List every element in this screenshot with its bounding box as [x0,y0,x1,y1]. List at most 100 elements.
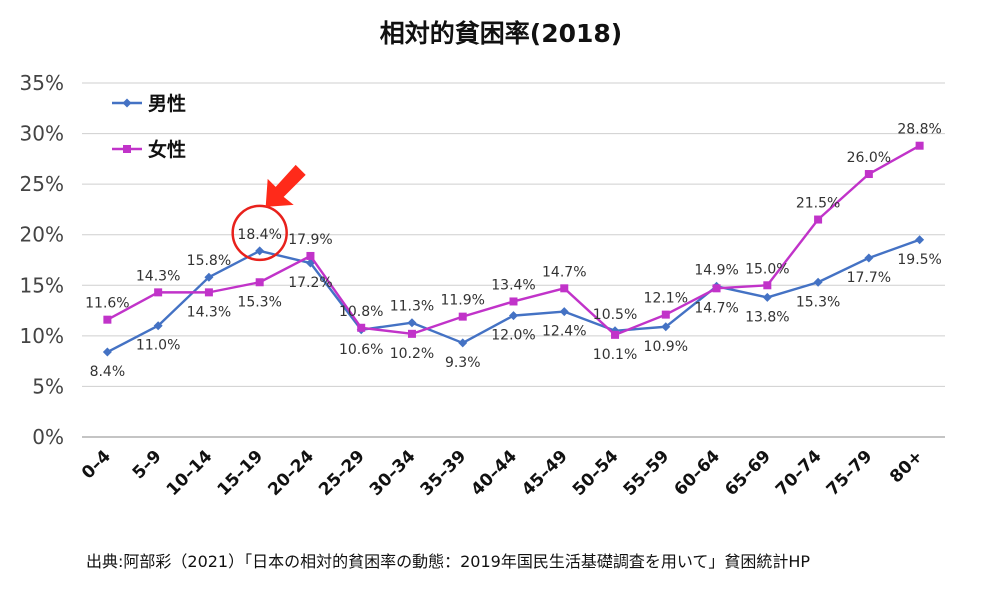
male-point [559,307,569,317]
female-point [763,281,772,290]
male-data-label: 17.7% [847,270,891,286]
chart-title: 相対的貧困率(2018) [379,19,623,48]
female-data-label: 14.3% [136,268,180,284]
highlight-circle [231,204,288,262]
male-data-label: 15.8% [187,253,231,269]
female-data-label: 28.8% [897,122,941,138]
female-data-label: 26.0% [847,150,891,166]
female-point [103,315,112,324]
gridlines [82,82,945,438]
male-data-label: 15.3% [796,294,840,310]
female-point [306,251,315,260]
y-tick-label: 35% [20,71,64,95]
female-point [357,323,366,332]
x-tick-label: 30–34 [366,446,420,500]
legend-female-label: 女性 [148,138,186,161]
male-point [255,246,265,256]
male-point [204,272,214,282]
x-tick-label: 40–44 [467,446,521,500]
legend-male-label: 男性 [148,92,186,115]
x-tick-label: 55–59 [620,446,674,500]
male-data-label: 19.5% [897,252,941,268]
male-point [102,347,112,357]
y-tick-label: 0% [32,425,64,449]
x-tick-label: 70–74 [772,446,826,500]
female-data-label: 10.8% [339,304,383,320]
male-point [509,311,518,321]
male-data-label: 11.0% [136,338,180,354]
female-data-label: 10.1% [593,347,637,363]
male-point [915,235,925,245]
y-tick-label: 15% [20,273,64,297]
female-point [611,330,620,339]
female-data-label: 14.7% [694,300,738,316]
female-data-label: 17.9% [288,232,332,248]
female-point [154,288,163,297]
female-point [864,170,873,179]
female-data-label: 12.1% [644,291,688,307]
female-data-label: 11.9% [440,293,484,309]
female-point [204,288,213,297]
female-data-label: 21.5% [796,196,840,212]
male-point [407,318,417,328]
y-tick-label: 5% [32,374,64,398]
female-data-label: 15.0% [745,261,789,277]
x-tick-label: 65–69 [721,446,775,500]
female-point [661,310,670,319]
legend-marker [123,145,131,153]
male-data-label: 18.4% [237,227,281,243]
female-point [255,278,264,287]
male-data-label: 9.3% [445,355,481,371]
x-tick-label: 50–54 [569,446,623,500]
female-point [509,297,518,306]
female-data-label: 15.3% [237,294,281,310]
female-data-label: 13.4% [491,277,535,293]
x-tick-label: 20–24 [264,446,318,500]
male-data-label: 12.4% [542,324,586,340]
female-point [458,312,467,321]
series-layer [102,141,925,357]
x-tick-label: 5–9 [129,446,166,483]
y-tick-label: 10% [20,324,64,348]
y-tick-label: 20% [20,223,64,247]
annotations [231,164,306,262]
female-data-label: 14.7% [542,264,586,280]
legend-marker [122,98,132,108]
male-data-label: 12.0% [491,328,535,344]
male-point [661,322,671,332]
male-point [762,292,772,302]
male-data-label: 13.8% [745,309,789,325]
highlight-arrow [265,164,306,207]
data-labels: 8.4% 11.6% 11.0% 14.3% 15.8% 14.3% 18.4% 15.3% 1… [85,122,942,380]
female-point [712,284,721,293]
male-point [153,321,163,331]
male-data-label: 11.3% [390,299,434,315]
x-tick-label: 0–4 [78,446,115,483]
x-tick-label: 45–49 [518,446,572,500]
female-point [560,284,569,293]
female-point [915,141,924,150]
male-data-label: 10.6% [339,342,383,358]
x-tick-label: 25–29 [315,446,369,500]
male-data-label: 10.9% [644,339,688,355]
male-point [813,277,823,287]
y-tick-label: 25% [20,172,64,196]
male-data-label: 8.4% [90,364,126,380]
male-point [458,338,468,348]
female-point [814,215,823,224]
x-tick-label: 80+ [886,446,927,487]
male-point [864,253,874,263]
male-data-label: 14.9% [694,262,738,278]
x-tick-label: 35–39 [417,446,471,500]
female-data-label: 10.2% [390,346,434,362]
x-tick-label: 60–64 [670,446,724,500]
x-tick-label: 75–79 [823,446,877,500]
x-tick-label: 15–19 [214,446,268,500]
source-note: 出典:阿部彩（2021）「日本の相対的貧困率の動態：2019年国民生活基礎調査を… [86,552,811,571]
x-tick-label: 10–14 [163,446,217,500]
female-data-label: 14.3% [187,304,231,320]
female-point [407,329,416,338]
male-data-label: 17.2% [288,275,332,291]
